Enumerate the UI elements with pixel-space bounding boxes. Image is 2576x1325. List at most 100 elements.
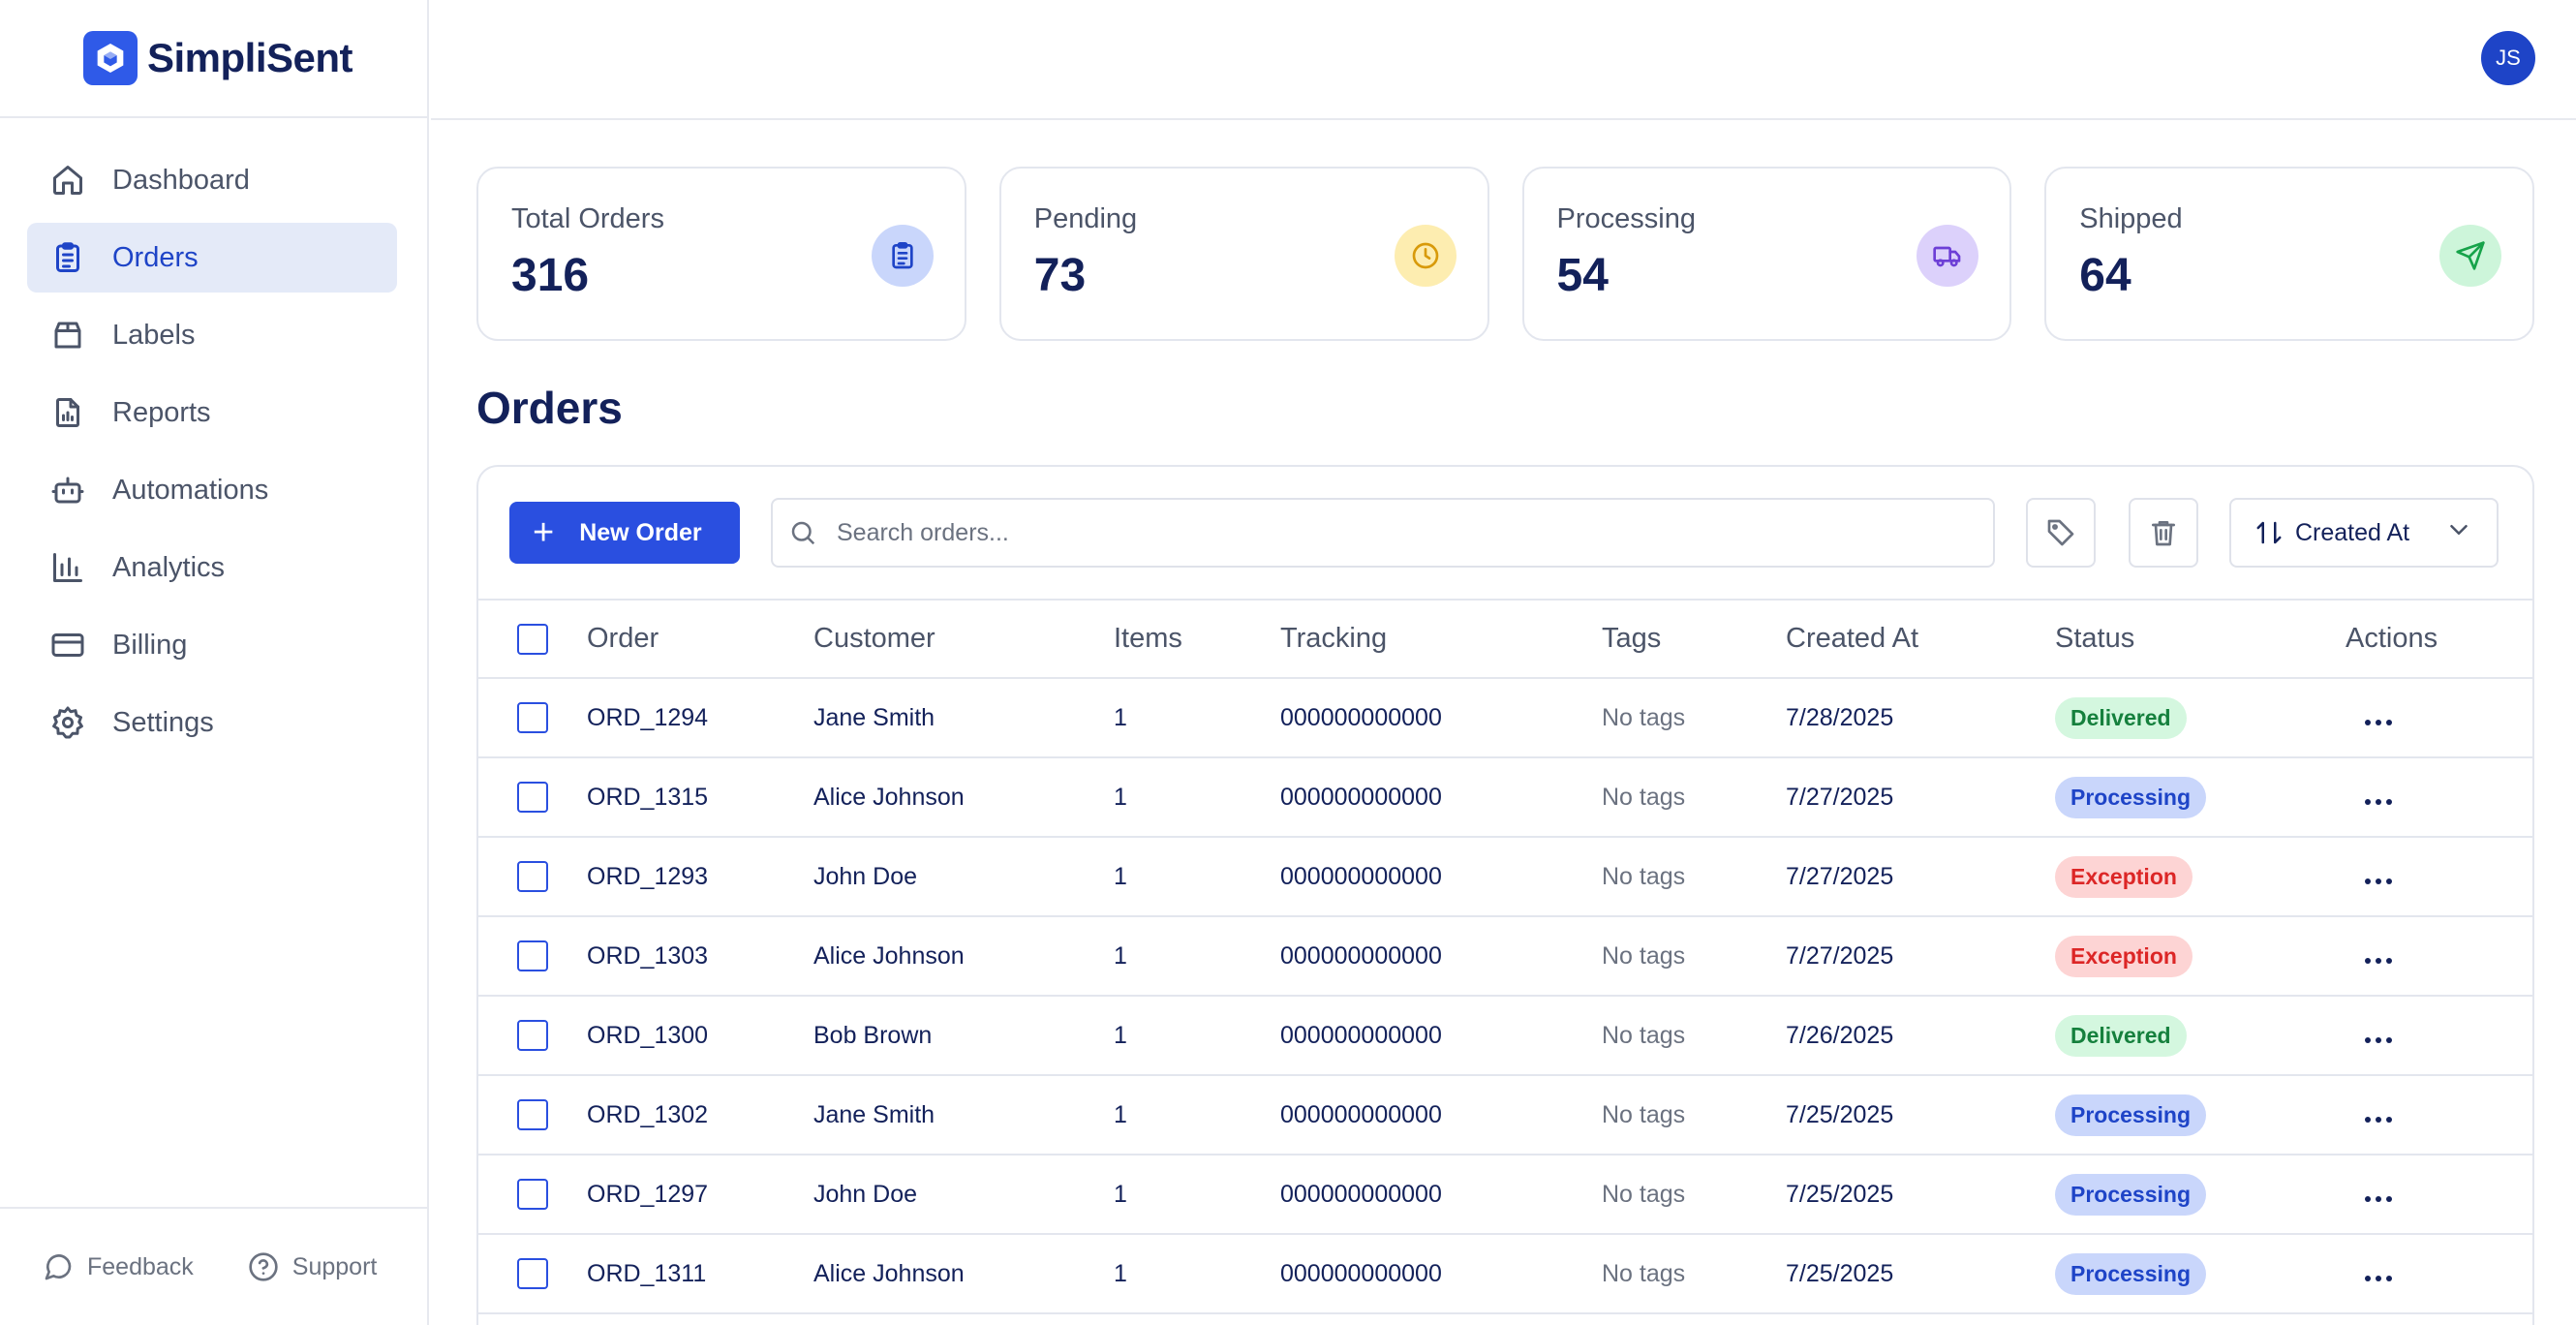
- sidebar-item-label: Reports: [112, 396, 211, 428]
- more-actions-icon[interactable]: [2365, 1036, 2392, 1043]
- select-all-checkbox[interactable]: [517, 624, 548, 656]
- column-header[interactable]: Created At: [1786, 623, 1919, 654]
- status-badge: Exception: [2055, 935, 2193, 977]
- order-id-cell[interactable]: ORD_1297: [587, 1180, 709, 1208]
- tags-cell: No tags: [1602, 862, 1686, 890]
- more-actions-icon[interactable]: [2365, 719, 2392, 725]
- column-header: Actions: [2346, 623, 2438, 654]
- tags-cell: No tags: [1602, 783, 1686, 811]
- items-cell: 1: [1114, 1100, 1127, 1128]
- table-row[interactable]: ORD_1300 Bob Brown 1 000000000000 No tags 7/2…: [478, 996, 2532, 1075]
- sidebar-item-label: Labels: [112, 319, 196, 351]
- tracking-cell: 000000000000: [1280, 1180, 1442, 1208]
- order-id-cell[interactable]: ORD_1303: [587, 941, 709, 970]
- stat-card-pending: Pending 73: [998, 167, 1489, 341]
- more-actions-icon[interactable]: [2365, 798, 2392, 805]
- stat-card-shipped: Shipped 64: [2044, 167, 2534, 341]
- sort-label: Created At: [2295, 518, 2410, 546]
- more-actions-icon[interactable]: [2365, 957, 2392, 964]
- table-row[interactable]: ORD_1297 John Doe 1 000000000000 No tags 7/25…: [478, 1155, 2532, 1234]
- created-at-cell: 7/28/2025: [1786, 703, 1894, 731]
- home-icon: [48, 161, 87, 200]
- column-header[interactable]: Status: [2055, 623, 2135, 654]
- delete-button[interactable]: [2129, 498, 2198, 568]
- created-at-cell: 7/27/2025: [1786, 941, 1894, 970]
- sidebar-item-billing[interactable]: Billing: [27, 610, 397, 680]
- brand[interactable]: SimpliSent: [0, 0, 427, 118]
- order-id-cell[interactable]: ORD_1315: [587, 783, 709, 811]
- order-id-cell[interactable]: ORD_1311: [587, 1259, 707, 1287]
- status-badge: Exception: [2055, 855, 2193, 898]
- sidebar-item-reports[interactable]: Reports: [27, 378, 397, 447]
- order-id-cell[interactable]: ORD_1294: [587, 703, 709, 731]
- row-checkbox[interactable]: [517, 861, 548, 892]
- brand-logo-icon: [83, 31, 138, 85]
- tag-button[interactable]: [2026, 498, 2096, 568]
- items-cell: 1: [1114, 1021, 1127, 1049]
- tags-cell: No tags: [1602, 1021, 1686, 1049]
- table-row[interactable]: ORD_1303 Alice Johnson 1 000000000000 No tag…: [478, 916, 2532, 996]
- sidebar-item-orders[interactable]: Orders: [27, 223, 397, 293]
- stat-label: Processing: [1556, 203, 1696, 234]
- table-row[interactable]: ORD_1302 Jane Smith 1 000000000000 No tags 7/…: [478, 1075, 2532, 1155]
- package-icon: [48, 316, 87, 354]
- sidebar-item-automations[interactable]: Automations: [27, 455, 397, 525]
- sidebar-item-dashboard[interactable]: Dashboard: [27, 145, 397, 215]
- more-actions-icon[interactable]: [2365, 878, 2392, 884]
- sidebar-item-label: Orders: [112, 241, 199, 273]
- customer-cell: John Doe: [813, 1180, 918, 1208]
- table-row[interactable]: ORD_1294 Jane Smith 1 000000000000 No tags 7/…: [478, 678, 2532, 757]
- tags-cell: No tags: [1602, 1259, 1686, 1287]
- row-checkbox[interactable]: [517, 1020, 548, 1051]
- column-header[interactable]: Tracking: [1280, 623, 1388, 654]
- status-badge: Processing: [2055, 1252, 2206, 1295]
- chat-bubble-icon: [45, 1254, 72, 1280]
- row-checkbox[interactable]: [517, 1258, 548, 1289]
- chevron-down-icon: [2444, 515, 2473, 551]
- table-row[interactable]: ORD_1315 Alice Johnson 1 000000000000 No tag…: [478, 757, 2532, 837]
- main-content: Total Orders 316 Pending 73 Processing 5…: [476, 167, 2534, 1325]
- sidebar-item-settings[interactable]: Settings: [27, 688, 397, 757]
- table-row[interactable]: ORD_1311 Alice Johnson 1 000000000000 No tag…: [478, 1234, 2532, 1313]
- sidebar-item-label: Analytics: [112, 551, 226, 583]
- column-header[interactable]: Order: [587, 623, 659, 654]
- feedback-label: Feedback: [87, 1252, 194, 1280]
- new-order-button[interactable]: + New Order: [509, 502, 740, 564]
- status-badge: Processing: [2055, 1094, 2206, 1136]
- row-checkbox[interactable]: [517, 702, 548, 733]
- send-icon: [2439, 225, 2501, 287]
- order-id-cell[interactable]: ORD_1293: [587, 862, 709, 890]
- row-checkbox[interactable]: [517, 940, 548, 971]
- customer-cell: John Doe: [813, 862, 918, 890]
- row-checkbox[interactable]: [517, 782, 548, 813]
- feedback-link[interactable]: Feedback: [43, 1251, 194, 1282]
- order-id-cell[interactable]: ORD_1302: [587, 1100, 709, 1128]
- sort-select[interactable]: Created At: [2229, 498, 2499, 568]
- clipboard-icon: [48, 238, 87, 277]
- customer-cell: Jane Smith: [813, 703, 935, 731]
- more-actions-icon[interactable]: [2365, 1195, 2392, 1202]
- column-header[interactable]: Items: [1114, 623, 1182, 654]
- more-actions-icon[interactable]: [2365, 1275, 2392, 1281]
- column-header[interactable]: Customer: [813, 623, 935, 654]
- support-link[interactable]: Support: [248, 1251, 377, 1282]
- sidebar-item-analytics[interactable]: Analytics: [27, 533, 397, 602]
- sort-arrows-icon: [2256, 521, 2282, 544]
- row-checkbox[interactable]: [517, 1179, 548, 1210]
- tags-cell: No tags: [1602, 1100, 1686, 1128]
- row-checkbox[interactable]: [517, 1099, 548, 1130]
- created-at-cell: 7/27/2025: [1786, 862, 1894, 890]
- sidebar-item-labels[interactable]: Labels: [27, 300, 397, 370]
- order-id-cell[interactable]: ORD_1300: [587, 1021, 709, 1049]
- search-input[interactable]: [837, 518, 1921, 547]
- stats-row: Total Orders 316 Pending 73 Processing 5…: [476, 167, 2534, 341]
- stat-value: 316: [511, 250, 590, 301]
- column-header[interactable]: Tags: [1602, 623, 1662, 654]
- sidebar-item-label: Dashboard: [112, 164, 250, 196]
- tracking-cell: 000000000000: [1280, 941, 1442, 970]
- more-actions-icon[interactable]: [2365, 1116, 2392, 1123]
- sidebar-nav: Dashboard Orders Labels Reports: [27, 145, 397, 765]
- table-row[interactable]: ORD_1293 John Doe 1 000000000000 No tags 7/27…: [478, 837, 2532, 916]
- avatar[interactable]: JS: [2481, 31, 2535, 85]
